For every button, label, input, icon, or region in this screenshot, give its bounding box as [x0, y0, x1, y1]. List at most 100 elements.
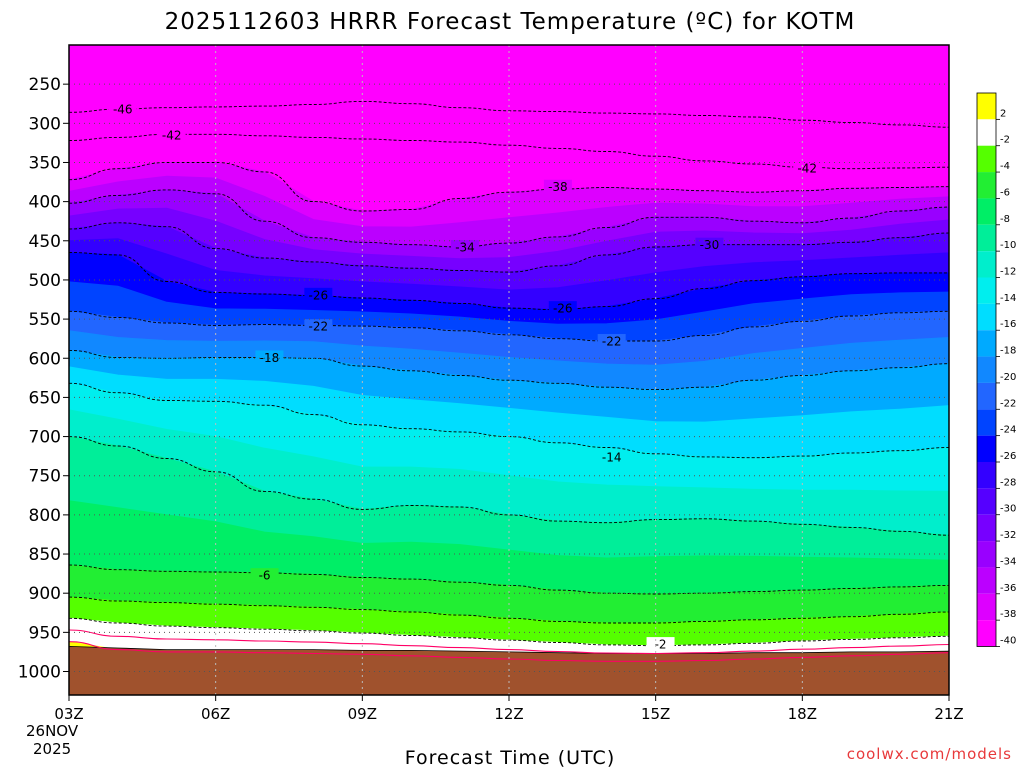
colorbar-swatch-10	[977, 356, 996, 383]
ytick-label-900: 900	[29, 584, 61, 604]
xtick-label-12Z: 12Z	[494, 705, 523, 723]
contour-label-bg-10	[255, 350, 284, 365]
colorbar-label-7: -14	[1000, 293, 1016, 304]
contour-label-bg-0	[108, 102, 137, 117]
colorbar-label-16: -32	[1000, 530, 1016, 541]
colorbar-label-17: -34	[1000, 556, 1016, 567]
contour-label-9: -22	[602, 335, 622, 349]
contour-label-bg-6	[304, 287, 333, 302]
colorbar-swatch-5	[977, 224, 996, 252]
contour-label-bg-7	[548, 301, 577, 316]
colorbar-label-1: -2	[1000, 135, 1010, 146]
ytick-label-300: 300	[29, 114, 61, 134]
xtick-label-15Z: 15Z	[641, 705, 670, 723]
colorbar-swatch-13	[977, 435, 996, 462]
x-date-day: 26NOV	[26, 722, 79, 740]
contour-label-7: -26	[553, 302, 573, 316]
ytick-label-600: 600	[29, 349, 61, 369]
colorbar-label-15: -30	[1000, 504, 1016, 515]
colorbar-swatch-7	[977, 277, 996, 304]
colorbar-label-10: -20	[1000, 372, 1016, 383]
colorbar-label-4: -8	[1000, 214, 1010, 225]
colorbar-swatch-18	[977, 567, 996, 594]
ytick-label-800: 800	[29, 506, 61, 526]
colorbar-label-8: -16	[1000, 319, 1016, 330]
contour-label-3: -38	[548, 180, 568, 194]
colorbar-swatch-11	[977, 382, 996, 410]
ytick-label-950: 950	[29, 623, 61, 643]
contour-label-bg-5	[695, 237, 724, 252]
colorbar-label-0: 2	[1000, 108, 1006, 119]
colorbar-swatch-8	[977, 303, 996, 331]
contour-label-bg-3	[543, 179, 572, 194]
contour-label-13: -2	[655, 638, 667, 652]
colorbar-swatch-19	[977, 593, 996, 621]
ytick-label-400: 400	[29, 193, 61, 213]
colorbar-swatch-9	[977, 330, 996, 357]
x-axis-label: Forecast Time (UTC)	[405, 747, 615, 768]
colorbar-label-18: -36	[1000, 583, 1016, 594]
contour-label-1: -42	[162, 129, 182, 143]
contour-label-bg-13	[646, 637, 675, 652]
contour-label-bg-8	[304, 319, 333, 334]
colorbar-label-19: -38	[1000, 609, 1016, 620]
contour-label-bg-4	[451, 240, 479, 255]
colorbar-swatch-16	[977, 514, 996, 542]
ytick-label-250: 250	[29, 75, 61, 95]
contour-label-12: -6	[259, 569, 271, 583]
credit-text: coolwx.com/models	[847, 745, 1012, 763]
contour-label-bg-1	[157, 128, 186, 143]
colorbar-swatch-0	[977, 93, 996, 120]
colorbar-swatch-15	[977, 488, 996, 515]
colorbar-frame	[976, 92, 997, 647]
colorbar-swatch-17	[977, 541, 996, 568]
colorbar-label-13: -26	[1000, 451, 1016, 462]
colorbar-swatch-1	[977, 119, 996, 146]
colorbar-swatch-2	[977, 145, 996, 173]
contour-label-4: -34	[455, 241, 475, 255]
colorbar-label-12: -24	[1000, 425, 1016, 436]
ytick-label-750: 750	[29, 467, 61, 487]
xtick-label-09Z: 09Z	[348, 705, 377, 723]
ytick-label-500: 500	[29, 271, 61, 291]
colorbar-label-3: -6	[1000, 187, 1010, 198]
colorbar: 2 -2 -4 -6 -8 -10 -12 -14 -16 -18 -20 -22 -24 -26 -28 -…	[976, 92, 1016, 647]
contour-label-11: -14	[602, 450, 622, 464]
contour-label-bg-12	[250, 568, 279, 583]
chart-title: 2025112603 HRRR Forecast Temperature (ºC…	[165, 9, 856, 35]
xtick-label-03Z: 03Z	[54, 705, 83, 723]
contour-label-bg-9	[597, 334, 626, 349]
axis-ticks: 250 300 350 400 450 500 550 600 650 700 750 800 850 9…	[18, 75, 964, 723]
contour-label-6: -26	[309, 288, 329, 302]
contour-label-5: -30	[700, 238, 720, 252]
colorbar-swatch-4	[977, 198, 996, 225]
contour-label-8: -22	[309, 320, 329, 334]
ytick-label-350: 350	[29, 153, 61, 173]
ytick-label-450: 450	[29, 232, 61, 252]
colorbar-label-9: -18	[1000, 346, 1016, 357]
colorbar-label-11: -22	[1000, 398, 1016, 409]
colorbar-label-5: -10	[1000, 240, 1016, 251]
grid-layer	[68, 45, 949, 695]
contour-label-bg-2	[793, 160, 822, 175]
colorbar-swatch-20	[977, 620, 996, 647]
colorbar-swatch-3	[977, 172, 996, 199]
colorbar-label-2: -4	[1000, 161, 1010, 172]
xtick-label-21Z: 21Z	[934, 705, 963, 723]
contour-label-2: -42	[797, 161, 817, 175]
colorbar-swatch-14	[977, 462, 996, 489]
contour-label-0: -46	[113, 103, 133, 117]
contour-label-bg-11	[597, 449, 626, 464]
ytick-label-850: 850	[29, 545, 61, 565]
ytick-label-700: 700	[29, 428, 61, 448]
colorbar-label-6: -12	[1000, 267, 1016, 278]
isotherm--34	[69, 189, 949, 248]
colorbar-swatch-12	[977, 409, 996, 436]
colorbar-swatch-6	[977, 251, 996, 278]
xtick-label-18Z: 18Z	[788, 705, 817, 723]
xtick-label-06Z: 06Z	[201, 705, 230, 723]
colorbar-label-14: -28	[1000, 477, 1016, 488]
ytick-label-650: 650	[29, 388, 61, 408]
colorbar-label-20: -40	[1000, 636, 1016, 647]
